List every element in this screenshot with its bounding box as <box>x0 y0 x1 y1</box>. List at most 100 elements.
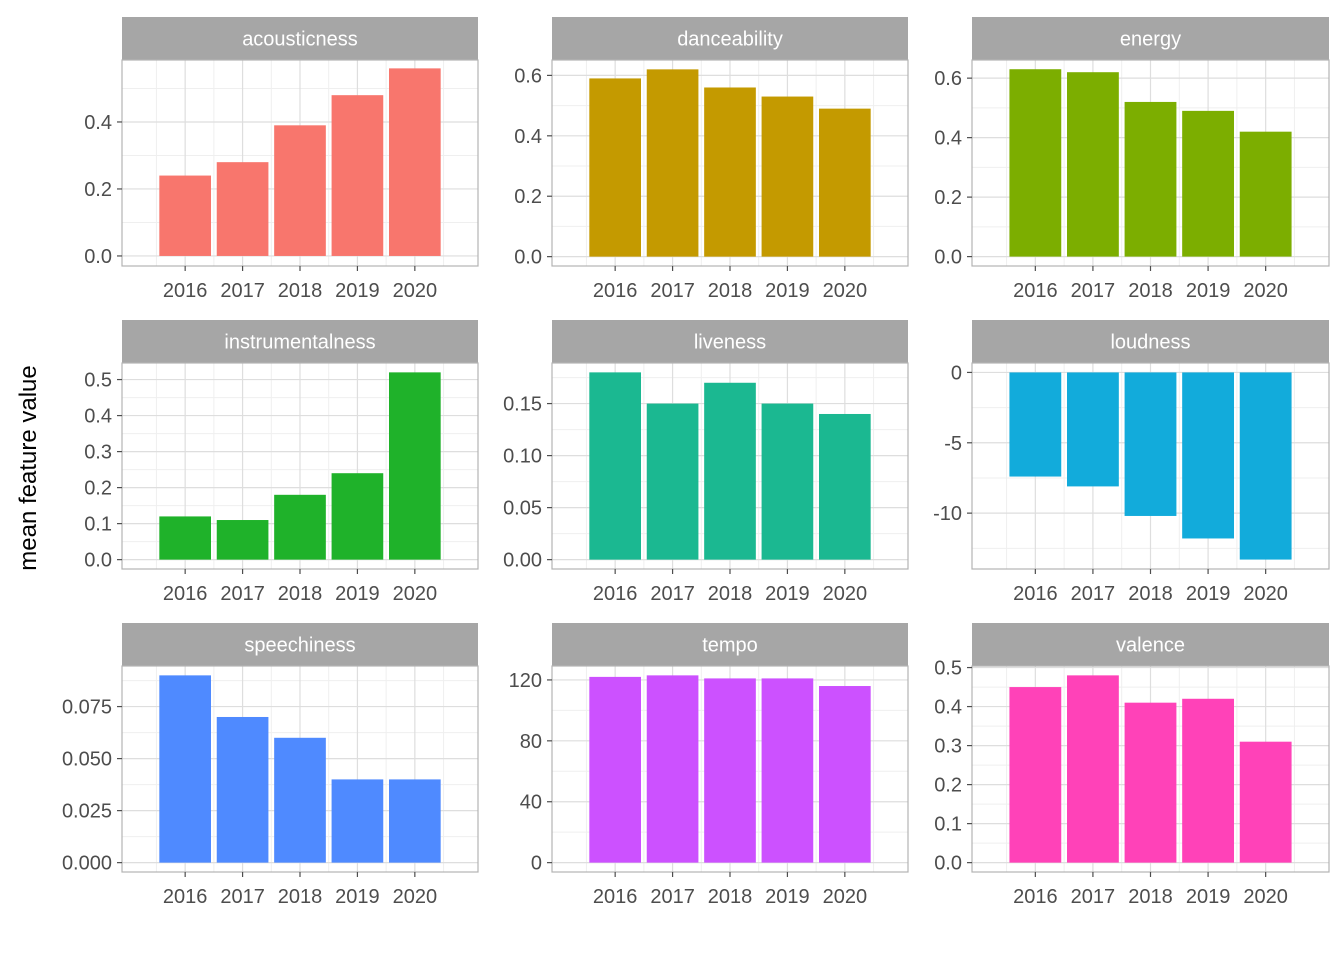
y-tick-label: -5 <box>944 433 962 455</box>
bar-loudness-2019 <box>1182 372 1234 539</box>
y-tick-label: 40 <box>520 792 542 814</box>
bar-tempo-2017 <box>646 675 699 863</box>
x-tick-label: 2018 <box>1128 886 1173 908</box>
y-tick-label: 0.5 <box>84 370 112 392</box>
y-tick-label: 0.15 <box>503 394 542 416</box>
bar-tempo-2019 <box>761 678 814 863</box>
bar-danceability-2020 <box>819 108 871 257</box>
y-tick-label: 0.1 <box>934 814 962 836</box>
y-tick-label: 0.0 <box>84 246 112 268</box>
x-tick-label: 2019 <box>765 886 810 908</box>
x-tick-label: 2016 <box>593 886 638 908</box>
strip-tempo <box>552 623 908 666</box>
bar-speechiness-2016 <box>159 675 211 863</box>
strip-label-danceability: danceability <box>677 29 783 51</box>
bar-speechiness-2019 <box>331 779 384 863</box>
y-tick-label: 0.2 <box>84 179 112 201</box>
x-tick-label: 2017 <box>1071 280 1116 302</box>
bar-danceability-2017 <box>646 69 699 257</box>
x-tick-label: 2020 <box>393 280 438 302</box>
strip-valence <box>972 623 1329 666</box>
x-tick-label: 2019 <box>335 280 380 302</box>
bar-energy-2020 <box>1239 131 1292 257</box>
strip-loudness <box>972 320 1329 363</box>
strip-label-energy: energy <box>1120 29 1181 51</box>
x-tick-label: 2016 <box>163 886 208 908</box>
bar-instrumentalness-2018 <box>274 494 326 560</box>
y-axis-label: mean feature value <box>15 365 42 570</box>
x-tick-label: 2017 <box>650 280 695 302</box>
facet-valence: valence 0.0 0.1 0.2 0.3 0.4 0.5 2016 2017 2018 201… <box>934 623 1330 908</box>
bar-instrumentalness-2019 <box>331 473 384 560</box>
x-tick-label: 2017 <box>220 583 265 605</box>
strip-liveness <box>552 320 908 363</box>
x-tick-label: 2019 <box>765 583 810 605</box>
bar-loudness-2016 <box>1009 372 1062 477</box>
facet-energy: energy 0.0 0.2 0.4 0.6 2016 2017 2018 2019 2020 <box>934 17 1330 302</box>
x-tick-label: 2019 <box>335 886 380 908</box>
bar-instrumentalness-2016 <box>159 516 211 560</box>
y-tick-label: 0.2 <box>514 186 542 208</box>
y-tick-label: -10 <box>933 503 962 525</box>
bar-instrumentalness-2017 <box>216 520 269 560</box>
y-tick-label: 0.0 <box>934 247 962 269</box>
x-tick-label: 2020 <box>823 886 868 908</box>
bar-valence-2020 <box>1239 741 1292 863</box>
y-tick-label: 0.10 <box>503 446 542 468</box>
bar-energy-2016 <box>1009 69 1062 257</box>
strip-label-liveness: liveness <box>694 332 766 354</box>
bar-energy-2019 <box>1182 110 1234 257</box>
bar-tempo-2020 <box>819 686 871 863</box>
strip-label-speechiness: speechiness <box>244 635 355 657</box>
bar-loudness-2020 <box>1239 372 1292 560</box>
y-tick-label: 0.2 <box>934 187 962 209</box>
x-tick-label: 2018 <box>708 583 753 605</box>
y-tick-label: 0.050 <box>62 749 112 771</box>
bar-valence-2018 <box>1124 702 1177 863</box>
facet-danceability: danceability 0.0 0.2 0.4 0.6 2016 2017 2018 2019… <box>514 17 909 302</box>
bar-liveness-2018 <box>704 382 756 560</box>
strip-label-loudness: loudness <box>1110 332 1190 354</box>
y-tick-label: 0 <box>951 362 962 384</box>
bar-speechiness-2017 <box>216 716 269 863</box>
x-tick-label: 2016 <box>163 280 208 302</box>
bar-danceability-2018 <box>704 87 756 257</box>
y-tick-label: 0 <box>531 853 542 875</box>
y-tick-label: 0.6 <box>514 65 542 87</box>
y-tick-label: 0.025 <box>62 801 112 823</box>
facet-panels: acousticness 0.0 0.2 0.4 2016 2017 2018 2019 202… <box>62 17 1330 908</box>
bar-valence-2017 <box>1067 675 1119 863</box>
x-tick-label: 2016 <box>593 280 638 302</box>
y-tick-label: 120 <box>509 670 542 692</box>
y-tick-label: 0.4 <box>514 126 542 148</box>
facet-instrumentalness: instrumentalness 0.0 0.1 0.2 0.3 0.4 0.5 2016 20… <box>84 320 479 605</box>
x-tick-label: 2020 <box>393 583 438 605</box>
bar-tempo-2016 <box>589 676 641 863</box>
y-tick-label: 0.0 <box>84 550 112 572</box>
x-tick-label: 2019 <box>335 583 380 605</box>
x-tick-label: 2018 <box>278 886 323 908</box>
y-tick-label: 0.075 <box>62 697 112 719</box>
y-tick-label: 0.1 <box>84 514 112 536</box>
bar-liveness-2019 <box>761 403 814 560</box>
bar-danceability-2019 <box>761 96 814 257</box>
y-tick-label: 0.4 <box>84 406 112 428</box>
y-tick-label: 0.4 <box>934 697 962 719</box>
bar-acousticness-2016 <box>159 175 211 256</box>
bar-speechiness-2020 <box>389 779 441 863</box>
strip-label-valence: valence <box>1116 635 1185 657</box>
x-tick-label: 2018 <box>1128 280 1173 302</box>
bar-acousticness-2017 <box>216 162 269 256</box>
x-tick-label: 2018 <box>708 886 753 908</box>
bar-loudness-2017 <box>1067 372 1119 487</box>
y-tick-label: 0.05 <box>503 498 542 520</box>
x-tick-label: 2016 <box>593 583 638 605</box>
x-tick-label: 2019 <box>1186 886 1231 908</box>
x-tick-label: 2016 <box>1013 280 1058 302</box>
y-tick-label: 80 <box>520 731 542 753</box>
x-tick-label: 2020 <box>823 583 868 605</box>
bar-energy-2018 <box>1124 101 1177 257</box>
strip-danceability <box>552 17 908 60</box>
bar-danceability-2016 <box>589 78 641 257</box>
y-tick-label: 0.0 <box>514 247 542 269</box>
